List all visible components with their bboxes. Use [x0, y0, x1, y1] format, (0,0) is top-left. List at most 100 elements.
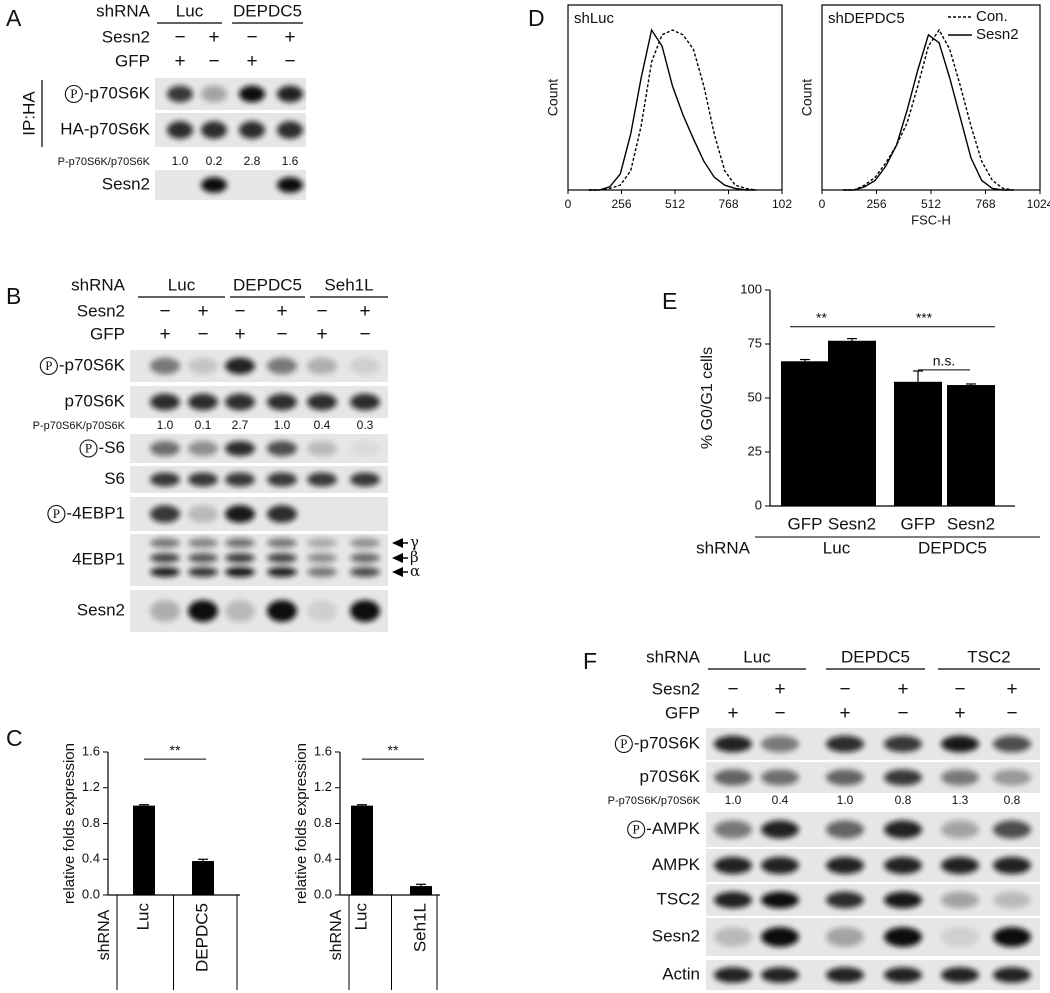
header-label: Sesn2 [77, 301, 125, 320]
blot-band [884, 769, 922, 786]
row-label: Sesn2 [102, 174, 150, 193]
blot-band [941, 856, 979, 875]
x-tick-label: Luc [133, 903, 152, 931]
blot-band [826, 927, 864, 947]
ratio-value: 1.0 [725, 793, 742, 807]
ratio-value: 1.0 [157, 418, 174, 432]
ratio-value: 0.8 [895, 793, 912, 807]
treatment-sign: − [954, 679, 965, 700]
blot-band [225, 600, 255, 622]
row-label: -AMPK [646, 819, 701, 838]
blot-band [277, 121, 303, 139]
y-tick-label: 1.6 [314, 743, 332, 758]
panel-label: E [662, 288, 677, 314]
treatment-sign: − [839, 679, 850, 700]
blot-band [150, 600, 180, 622]
panel-label: B [6, 283, 21, 309]
blot-band [167, 85, 193, 103]
ratio-value: 0.8 [1004, 793, 1021, 807]
side-label: IP:HA [19, 91, 38, 136]
blot-band [267, 505, 297, 523]
treatment-sign: − [284, 51, 295, 72]
x-tick-label: GFP [788, 514, 823, 533]
blot-band [761, 769, 799, 786]
blot-band [350, 600, 380, 622]
blot-band [267, 440, 297, 457]
blot-band [188, 357, 218, 375]
band-arrow [392, 567, 403, 577]
y-axis-label: relative folds expression [61, 743, 78, 904]
y-axis-label: % G0/G1 cells [699, 347, 716, 449]
blot-strip [706, 884, 1040, 916]
x-tick-label: Seh1L [410, 903, 429, 952]
blot-strip [706, 812, 1040, 847]
group-label: DEPDC5 [233, 1, 302, 20]
treatment-sign: − [897, 703, 908, 724]
blot-band [188, 472, 218, 487]
phospho-symbol: P [620, 736, 627, 751]
significance-label: ** [816, 309, 827, 325]
y-tick-label: 1.2 [82, 779, 100, 794]
blot-band [350, 538, 380, 548]
blot-band [150, 505, 180, 523]
blot-band [941, 927, 979, 947]
phospho-circle [79, 439, 98, 458]
blot-band [826, 820, 864, 839]
row-label: HA-p70S6K [60, 119, 150, 138]
blot-band [993, 891, 1031, 909]
ratio-value: 1.0 [274, 418, 291, 432]
blot-band [761, 820, 799, 839]
blot-band [307, 393, 337, 411]
blot-band [761, 856, 799, 875]
ratio-value: 2.7 [232, 418, 249, 432]
treatment-sign: + [774, 679, 785, 700]
blot-band [714, 967, 752, 983]
blot-band [714, 820, 752, 839]
band-marker: α [410, 562, 420, 580]
blot-band [761, 927, 799, 947]
blot-band [188, 393, 218, 411]
blot-band [201, 121, 227, 139]
blot-strip [706, 960, 1040, 990]
blot-band [267, 393, 297, 411]
bar [828, 340, 876, 506]
bar [781, 361, 829, 506]
blot-band [267, 538, 297, 548]
group-label: TSC2 [967, 647, 1010, 666]
y-axis-label: Count [799, 79, 815, 116]
legend-label: Con. [976, 8, 1008, 25]
treatment-sign: + [359, 301, 370, 322]
y-tick-label: 0.8 [82, 815, 100, 830]
x-tick-label: 768 [718, 197, 738, 211]
blot-strip [706, 918, 1040, 956]
blot-band [941, 735, 979, 753]
x-axis-label: FSC-H [911, 212, 951, 227]
bar [894, 381, 942, 506]
blot-band [188, 505, 218, 523]
series-line [843, 33, 1014, 191]
phospho-circle [627, 820, 646, 839]
ratio-label: P-p70S6K/p70S6K [33, 420, 126, 432]
blot-band [225, 567, 255, 577]
panel-label: C [6, 725, 23, 751]
blot-band [714, 769, 752, 786]
x-tick-label: Sesn2 [947, 514, 995, 533]
x-axis-label: shRNA [328, 909, 345, 960]
treatment-sign: + [316, 324, 327, 345]
group-label: Luc [168, 275, 196, 294]
phospho-symbol: P [85, 440, 92, 455]
group-label: DEPDC5 [233, 275, 302, 294]
y-tick-label: 0.0 [82, 886, 100, 901]
blot-band [714, 856, 752, 875]
x-tick-label: 0 [565, 197, 572, 211]
y-tick-label: 0.4 [82, 851, 100, 866]
blot-band [884, 820, 922, 839]
group-label: Seh1L [324, 275, 373, 294]
phospho-circle [614, 734, 633, 754]
blot-band [188, 538, 218, 548]
blot-band [307, 472, 337, 487]
treatment-sign: − [727, 679, 738, 700]
blot-band [277, 85, 303, 103]
y-tick-label: 50 [748, 389, 762, 404]
group-label: DEPDC5 [918, 538, 987, 557]
